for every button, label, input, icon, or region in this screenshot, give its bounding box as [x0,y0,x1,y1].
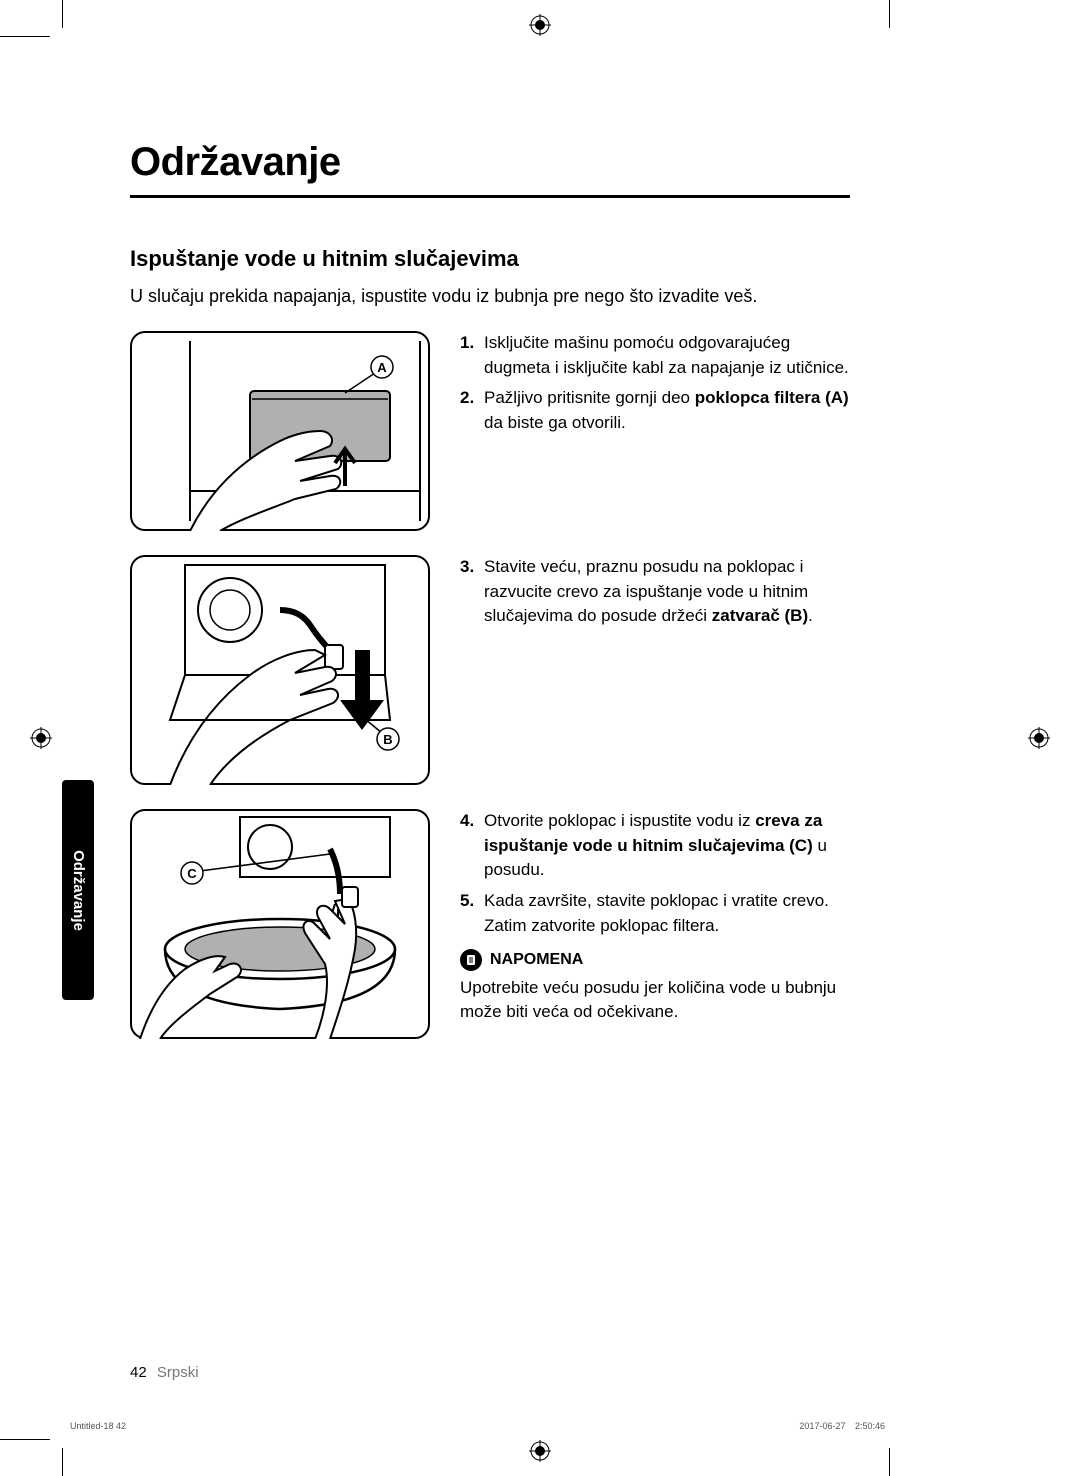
print-meta-left: Untitled-18 42 [70,1421,126,1431]
note-body: Upotrebite veću posudu jer količina vode… [460,976,850,1025]
instruction-row: C 4. Otvorite poklopac i ispustite vodu … [130,809,850,1039]
registration-mark-icon [1028,727,1050,749]
print-meta-right: 2017-06-27 2:50:46 [799,1421,885,1431]
crop-mark [0,1439,50,1440]
step-text: Pažljivo pritisnite gornji deo poklopca … [484,386,850,435]
side-tab: Održavanje [62,780,94,1000]
illustration-b: B [130,555,430,785]
illustration-c: C [130,809,430,1039]
callout-c-label: C [187,866,197,881]
step-text-block: 4. Otvorite poklopac i ispustite vodu iz… [460,809,850,1039]
note-label: NAPOMENA [490,948,583,971]
step-number: 1. [460,331,484,380]
step-number: 5. [460,889,484,938]
step-text: Kada završite, stavite poklopac i vratit… [484,889,850,938]
step-number: 3. [460,555,484,629]
step-number: 4. [460,809,484,883]
note-heading: NAPOMENA [460,948,850,971]
page-number: 42 [130,1364,147,1381]
side-tab-label: Održavanje [70,850,87,931]
page-title: Održavanje [130,140,850,198]
instruction-row: A 1. Isključite mašinu pomoću odgovaraju… [130,331,850,531]
crop-mark [889,1448,890,1476]
step-3: 3. Stavite veću, praznu posudu na poklop… [460,555,850,629]
page-footer: 42 Srpski [130,1364,199,1381]
crop-mark [62,0,63,28]
crop-mark [889,0,890,28]
registration-mark-icon [529,14,551,36]
step-text: Otvorite poklopac i ispustite vodu iz cr… [484,809,850,883]
step-1: 1. Isključite mašinu pomoću odgovarajuće… [460,331,850,380]
section-title: Ispuštanje vode u hitnim slučajevima [130,246,850,272]
illustration-a: A [130,331,430,531]
step-5: 5. Kada završite, stavite poklopac i vra… [460,889,850,938]
step-text: Stavite veću, praznu posudu na poklopac … [484,555,850,629]
step-4: 4. Otvorite poklopac i ispustite vodu iz… [460,809,850,883]
registration-mark-icon [30,727,52,749]
step-2: 2. Pažljivo pritisnite gornji deo poklop… [460,386,850,435]
step-text-block: 1. Isključite mašinu pomoću odgovarajuće… [460,331,850,531]
step-number: 2. [460,386,484,435]
instruction-row: B 3. Stavite veću, praznu posudu na pokl… [130,555,850,785]
page-content: Održavanje Ispuštanje vode u hitnim sluč… [130,140,850,1063]
callout-a-label: A [377,360,387,375]
registration-mark-icon [529,1440,551,1462]
callout-b-label: B [383,732,392,747]
step-text-block: 3. Stavite veću, praznu posudu na poklop… [460,555,850,785]
step-text: Isključite mašinu pomoću odgovarajućeg d… [484,331,850,380]
crop-mark [62,1448,63,1476]
page-language: Srpski [157,1364,199,1381]
crop-mark [0,36,50,37]
note-icon [460,949,482,971]
intro-text: U slučaju prekida napajanja, ispustite v… [130,284,850,309]
